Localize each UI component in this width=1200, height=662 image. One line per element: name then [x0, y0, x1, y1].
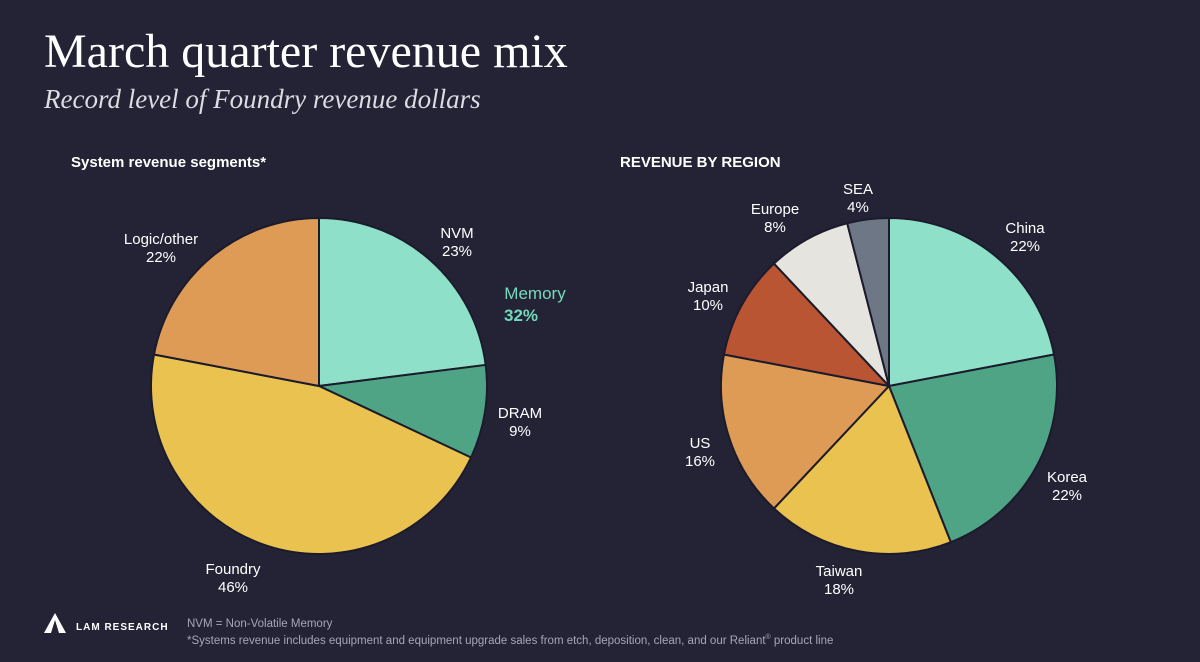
- company-logo: LAM RESEARCH: [44, 612, 169, 633]
- pie-slice-japan: [722, 262, 890, 387]
- slice-label-us: US: [690, 435, 711, 452]
- slice-label-nvm: NVM: [440, 225, 473, 242]
- slice-value-japan: 10%: [693, 297, 723, 314]
- slice-label-korea: Korea: [1047, 469, 1088, 486]
- footnote-systems-text: *Systems revenue includes equipment and …: [187, 634, 766, 647]
- slice-value-china: 22%: [1010, 238, 1040, 255]
- footnote-nvm: NVM = Non-Volatile Memory: [187, 618, 333, 630]
- slice-label-taiwan: Taiwan: [816, 563, 863, 580]
- slice-label-japan: Japan: [688, 279, 729, 296]
- pie-slice-taiwan: [772, 385, 952, 555]
- slice-value-nvm: 23%: [442, 243, 472, 260]
- registered-mark: ®: [765, 634, 771, 641]
- pie-slice-us: [720, 353, 890, 510]
- page-title: March quarter revenue mix: [44, 25, 568, 78]
- pie-slice-sea: [846, 217, 890, 387]
- slice-label-china: China: [1005, 220, 1045, 237]
- pie-slice-korea: [888, 353, 1058, 544]
- slice-label-europe: Europe: [751, 201, 799, 218]
- footnote-systems-suffix: product line: [770, 634, 834, 647]
- slice-value-korea: 22%: [1052, 487, 1082, 504]
- slice-value-sea: 4%: [847, 199, 869, 216]
- pie-slice-logic-other: [152, 217, 320, 387]
- pie-slice-nvm: [318, 217, 487, 387]
- logo-text: LAM RESEARCH: [76, 622, 169, 633]
- memory-group-label: Memory: [504, 284, 566, 303]
- slice-value-foundry: 46%: [218, 579, 248, 596]
- slice-label-dram: DRAM: [498, 405, 542, 422]
- slice-label-foundry: Foundry: [205, 561, 261, 578]
- memory-group-value: 32%: [504, 306, 538, 325]
- slice-value-europe: 8%: [764, 219, 786, 236]
- chart-title-region: REVENUE BY REGION: [620, 154, 781, 171]
- page-subtitle: Record level of Foundry revenue dollars: [44, 84, 481, 114]
- pie-slice-china: [888, 217, 1056, 387]
- pie-slice-dram: [318, 363, 488, 459]
- pie-slice-foundry: [150, 353, 473, 555]
- slice-value-logic-other: 22%: [146, 249, 176, 266]
- footnote-systems: *Systems revenue includes equipment and …: [187, 631, 833, 648]
- slice-label-logic-other: Logic/other: [124, 231, 198, 248]
- chart-title-segments: System revenue segments*: [71, 154, 267, 171]
- slice-label-sea: SEA: [843, 181, 873, 198]
- slice-value-us: 16%: [685, 453, 715, 470]
- slice-value-dram: 9%: [509, 423, 531, 440]
- lam-logo-icon: [44, 612, 66, 633]
- footnotes: NVM = Non-Volatile Memory *Systems reven…: [187, 617, 833, 648]
- slice-value-taiwan: 18%: [824, 581, 854, 598]
